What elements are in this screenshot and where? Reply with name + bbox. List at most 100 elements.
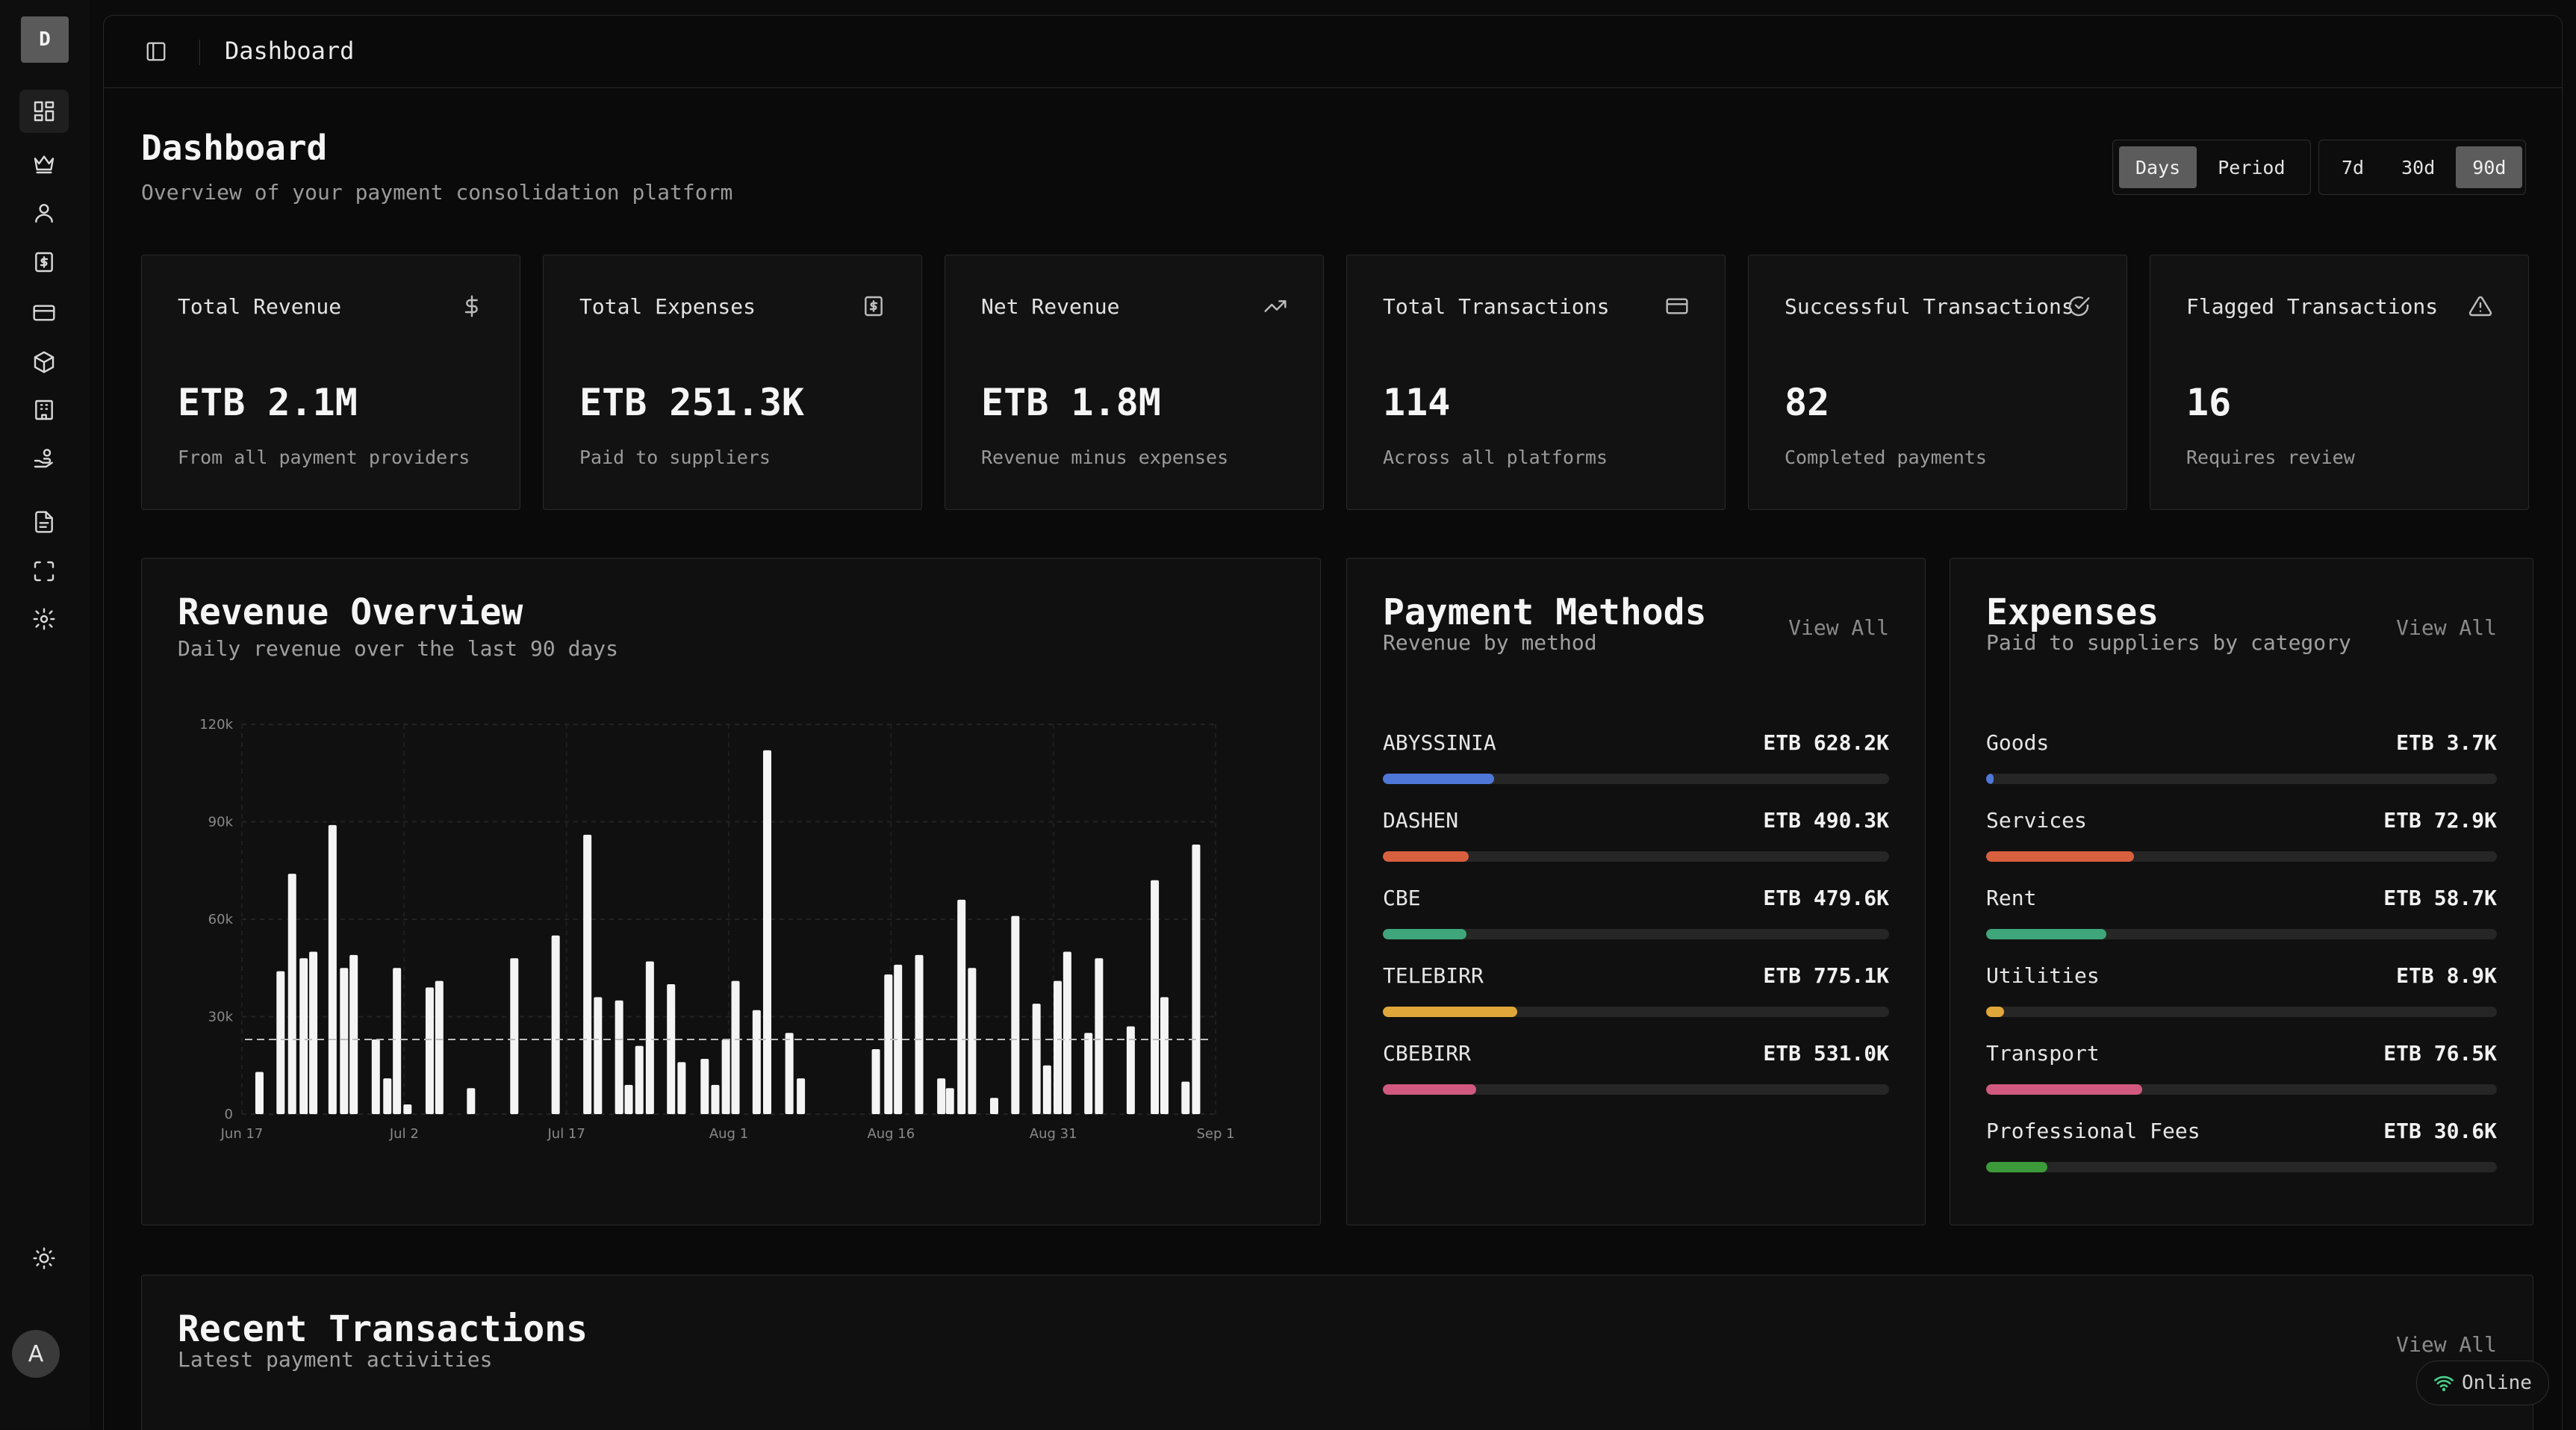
building-icon [35, 400, 53, 420]
status-label: Online [2462, 1372, 2532, 1394]
sidebar-item-dashboard[interactable] [19, 90, 69, 133]
x-tick-label: Aug 16 [867, 1126, 915, 1142]
expense-category-progress-fill [1986, 1007, 2004, 1017]
chart-bar [1053, 980, 1062, 1114]
panel-subtitle: Latest payment activities [178, 1347, 493, 1372]
chart-bar [797, 1078, 806, 1114]
brand-logo[interactable]: D [21, 16, 69, 63]
chart-bar [1160, 997, 1169, 1114]
sidebar-item-settings[interactable] [19, 597, 69, 641]
payment-method-progress-fill [1383, 851, 1469, 862]
chart-bar [667, 984, 676, 1114]
chart-bar [583, 834, 592, 1114]
chart-bar [340, 968, 349, 1114]
wifi-icon [2434, 1375, 2454, 1391]
chart-bar [287, 874, 296, 1114]
expense-category-progress-fill [1986, 1162, 2048, 1172]
sun-icon [33, 1247, 55, 1269]
chart-bar [989, 1098, 998, 1114]
view-all-link[interactable]: View All [2396, 615, 2497, 640]
payment-method-row: ABYSSINIA ETB 628.2K [1383, 730, 1889, 790]
chart-bar [435, 980, 444, 1114]
stat-caption: Across all platforms [1383, 447, 1608, 468]
sidebar-item-products[interactable] [19, 341, 69, 384]
payment-method-amount: ETB 531.0K [1763, 1041, 1889, 1066]
expense-category-progress-fill [1986, 851, 2135, 862]
page-title: Dashboard [141, 128, 328, 168]
chart-bar [551, 935, 560, 1114]
expense-category-row: Professional Fees ETB 30.6K [1986, 1119, 2497, 1178]
chart-bar [403, 1104, 412, 1114]
stat-card-total-expenses: Total Expenses ETB 251.3K Paid to suppli… [543, 255, 922, 510]
expense-category-amount: ETB 30.6K [2383, 1119, 2497, 1143]
payment-method-progress-track [1383, 1007, 1889, 1017]
payment-method-amount: ETB 490.3K [1763, 808, 1889, 833]
payment-method-amount: ETB 628.2K [1763, 730, 1889, 755]
stat-label: Flagged Transactions [2186, 294, 2439, 319]
stat-label: Total Transactions [1383, 294, 1610, 319]
sidebar-item-premium[interactable] [19, 142, 69, 185]
chart-bar [371, 1039, 380, 1114]
sidebar-item-users[interactable] [19, 191, 69, 234]
expense-category-progress-track [1986, 774, 2497, 784]
package-icon [34, 351, 55, 373]
y-tick-label: 30k [208, 1010, 234, 1025]
avatar[interactable]: A [12, 1330, 60, 1378]
expense-category-row: Goods ETB 3.7K [1986, 730, 2497, 790]
payment-method-progress-fill [1383, 929, 1466, 939]
payment-method-name: CBEBIRR [1383, 1041, 1472, 1066]
view-all-link[interactable]: View All [2396, 1332, 2497, 1357]
stat-card-flagged-transactions: Flagged Transactions 16 Requires review [2150, 255, 2529, 510]
chart-bar [383, 1078, 392, 1114]
sidebar-item-payments[interactable] [19, 291, 69, 335]
stat-value: ETB 2.1M [178, 381, 358, 424]
stat-label: Successful Transactions [1785, 294, 2074, 319]
range-7d-button[interactable]: 7d [2342, 156, 2365, 178]
chart-bar [1151, 880, 1160, 1114]
sidebar-item-suppliers[interactable] [19, 436, 69, 479]
chart-bar [945, 1088, 954, 1114]
y-tick-label: 0 [225, 1107, 233, 1122]
panel-subtitle: Paid to suppliers by category [1986, 630, 2351, 655]
x-tick-label: Aug 31 [1030, 1126, 1077, 1142]
chart-bar [785, 1033, 794, 1114]
sidebar-item-scan[interactable] [19, 550, 69, 593]
chart-bar [635, 1045, 644, 1114]
sidebar-toggle-button[interactable] [143, 38, 169, 65]
sidebar-item-invoices[interactable] [19, 240, 69, 284]
payment-method-progress-track [1383, 1084, 1889, 1095]
range-30d-button[interactable]: 30d [2401, 156, 2436, 178]
chart-bar [721, 1039, 730, 1114]
view-all-link[interactable]: View All [1788, 615, 1889, 640]
stat-card-net-revenue: Net Revenue ETB 1.8M Revenue minus expen… [945, 255, 1324, 510]
payment-method-progress-fill [1383, 1007, 1517, 1017]
chart-bar [1063, 951, 1071, 1114]
expense-category-progress-track [1986, 1162, 2497, 1172]
theme-toggle[interactable] [19, 1237, 69, 1280]
sidebar-item-banks[interactable] [19, 388, 69, 432]
mode-days-button[interactable]: Days [2119, 146, 2197, 188]
mode-period-button[interactable]: Period [2218, 156, 2286, 178]
payment-method-name: ABYSSINIA [1383, 730, 1496, 755]
expense-category-amount: ETB 58.7K [2383, 886, 2497, 910]
stat-caption: From all payment providers [178, 447, 470, 468]
credit-card-icon [1665, 294, 1689, 318]
chart-bar [677, 1062, 686, 1114]
payment-method-row: CBEBIRR ETB 531.0K [1383, 1041, 1889, 1101]
revenue-bar-chart: 0 30k 60k 90k 120k Jun 17 Jul 2 Jul 17 Aug 1 Aug … [199, 717, 1234, 1142]
x-tick-label: Jul 2 [389, 1126, 419, 1142]
range-90d-button[interactable]: 90d [2456, 146, 2523, 188]
expense-category-row: Transport ETB 76.5K [1986, 1041, 2497, 1101]
sidebar-item-reports[interactable] [19, 500, 69, 544]
payment-method-row: CBE ETB 479.6K [1383, 886, 1889, 945]
stat-value: 82 [1785, 381, 1830, 424]
stat-value: ETB 251.3K [579, 381, 805, 424]
chart-bar [1095, 958, 1104, 1114]
chart-bar [645, 961, 654, 1114]
payment-method-progress-track [1383, 929, 1889, 939]
payment-method-progress-track [1383, 774, 1889, 784]
chart-bar [763, 750, 772, 1114]
panel-left-icon [146, 42, 166, 61]
payment-method-progress-track [1383, 851, 1889, 862]
chart-bar [1181, 1081, 1190, 1114]
